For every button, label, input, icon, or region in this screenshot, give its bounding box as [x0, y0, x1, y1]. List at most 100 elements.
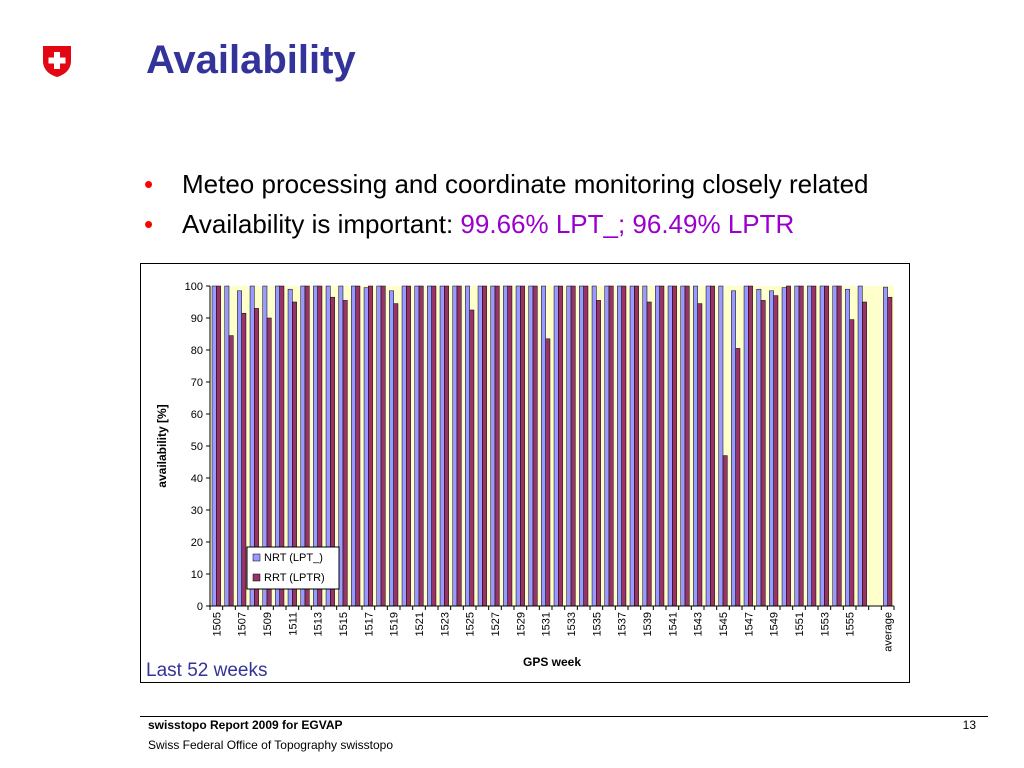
availability-chart: 0 10 20 30 40 50 60 70 80 90 100 1505 1507 1509 1511 15…	[146, 281, 895, 681]
bar-nrt	[743, 285, 749, 607]
y-tick-label: 40	[191, 473, 203, 485]
bar-nrt	[693, 285, 698, 607]
bar-rrt	[621, 285, 627, 607]
footer-title: swisstopo Report 2009 for EGVAP	[148, 718, 343, 732]
x-tick-label: 1527	[490, 612, 502, 636]
bar-rrt	[798, 285, 804, 607]
bullet-item: • Meteo processing and coordinate monito…	[144, 164, 869, 204]
bar-nrt	[819, 285, 825, 607]
y-tick-label: 100	[185, 281, 203, 293]
bar-rrt	[368, 285, 373, 607]
bar-nrt	[604, 285, 610, 607]
bar-rrt	[456, 285, 462, 607]
bar-rrt	[558, 285, 563, 607]
bar-rrt	[672, 285, 677, 607]
bar-rrt	[520, 285, 525, 607]
x-tick-label: 1547	[743, 612, 755, 636]
bar-rrt	[494, 285, 500, 607]
x-tick-label: 1525	[465, 612, 477, 636]
bar-nrt	[452, 285, 458, 607]
bar-rrt	[786, 285, 791, 607]
slide-title: Availability	[146, 38, 356, 82]
y-tick-label: 50	[191, 441, 203, 453]
bar-nrt	[503, 285, 508, 607]
bar-rrt	[887, 296, 893, 607]
availability-highlight: 99.66% LPT_; 96.49% LPTR	[460, 209, 795, 239]
y-tick-label: 10	[191, 569, 203, 581]
x-tick-label: 1533	[566, 612, 578, 636]
bar-nrt	[642, 285, 648, 607]
x-tick-label: 1555	[845, 612, 857, 636]
x-axis-title: GPS week	[523, 655, 581, 669]
bar-nrt	[591, 285, 597, 607]
y-tick-label: 70	[191, 377, 203, 389]
bar-rrt	[760, 300, 766, 607]
bar-nrt	[515, 285, 521, 607]
bar-nrt	[439, 285, 445, 607]
bullet-text: Availability is important:	[182, 209, 461, 239]
bar-nrt	[376, 285, 382, 607]
y-tick-label: 90	[191, 313, 203, 325]
bar-nrt	[363, 287, 369, 607]
bar-rrt	[862, 301, 867, 607]
bar-rrt	[228, 335, 234, 607]
bar-nrt	[705, 285, 711, 607]
bar-rrt	[406, 285, 411, 607]
bullet-glyph: •	[144, 209, 154, 239]
footer-divider	[140, 716, 988, 717]
legend-label: RRT (LPTR)	[264, 572, 325, 584]
bar-rrt	[216, 285, 221, 607]
bar-nrt	[731, 290, 736, 607]
bar-rrt	[431, 285, 437, 607]
x-tick-label: 1509	[262, 612, 274, 636]
x-tick-label: average	[883, 612, 895, 652]
bar-nrt	[718, 285, 724, 607]
bar-rrt	[342, 300, 348, 607]
bullet-list: • Meteo processing and coordinate monito…	[144, 164, 869, 244]
bar-rrt	[570, 285, 576, 607]
chart-frame: 0 10 20 30 40 50 60 70 80 90 100 1505 1507 1509 1511 15…	[140, 263, 910, 683]
bullet-text: Meteo processing and coordinate monitori…	[182, 169, 869, 199]
bar-nrt	[351, 285, 356, 607]
bar-rrt	[469, 309, 475, 607]
x-tick-label: 1511	[287, 612, 299, 636]
bar-rrt	[773, 295, 779, 607]
bar-rrt	[836, 285, 842, 607]
x-tick-label: 1545	[718, 612, 730, 636]
y-tick-label: 20	[191, 537, 203, 549]
x-tick-label: 1517	[363, 612, 375, 636]
bar-rrt	[748, 285, 753, 607]
bullet-item: • Availability is important: 99.66% LPT_…	[144, 204, 869, 244]
bar-rrt	[608, 285, 614, 607]
y-tick-label: 80	[191, 345, 203, 357]
bar-nrt	[617, 285, 622, 607]
bar-nrt	[490, 285, 496, 607]
y-axis-title: availability [%]	[155, 404, 169, 487]
legend-swatch	[252, 553, 261, 562]
bar-nrt	[794, 285, 800, 607]
x-tick-label: 1551	[794, 612, 806, 636]
x-tick-label: 1531	[541, 612, 553, 636]
bar-rrt	[482, 285, 487, 607]
x-tick-label: 1507	[237, 612, 249, 636]
bar-nrt	[224, 285, 230, 607]
bar-rrt	[545, 338, 551, 607]
footer-subtitle: Swiss Federal Office of Topography swiss…	[148, 738, 394, 752]
x-tick-label: 1535	[591, 612, 603, 636]
page-number: 13	[962, 718, 976, 732]
bar-nrt	[832, 285, 838, 607]
legend-swatch	[252, 573, 261, 582]
bar-nrt	[845, 288, 850, 607]
bar-nrt	[389, 290, 394, 607]
bar-nrt	[667, 285, 673, 607]
bar-nrt	[680, 285, 686, 607]
x-tick-label: 1543	[693, 612, 705, 636]
bar-rrt	[659, 285, 665, 607]
x-tick-label: 1521	[414, 612, 426, 636]
swiss-cross-shield-icon	[43, 46, 71, 77]
bar-nrt	[401, 285, 407, 607]
bar-nrt	[756, 288, 762, 607]
bar-rrt	[583, 285, 589, 607]
bar-nrt	[769, 290, 774, 607]
bar-rrt	[393, 303, 399, 607]
